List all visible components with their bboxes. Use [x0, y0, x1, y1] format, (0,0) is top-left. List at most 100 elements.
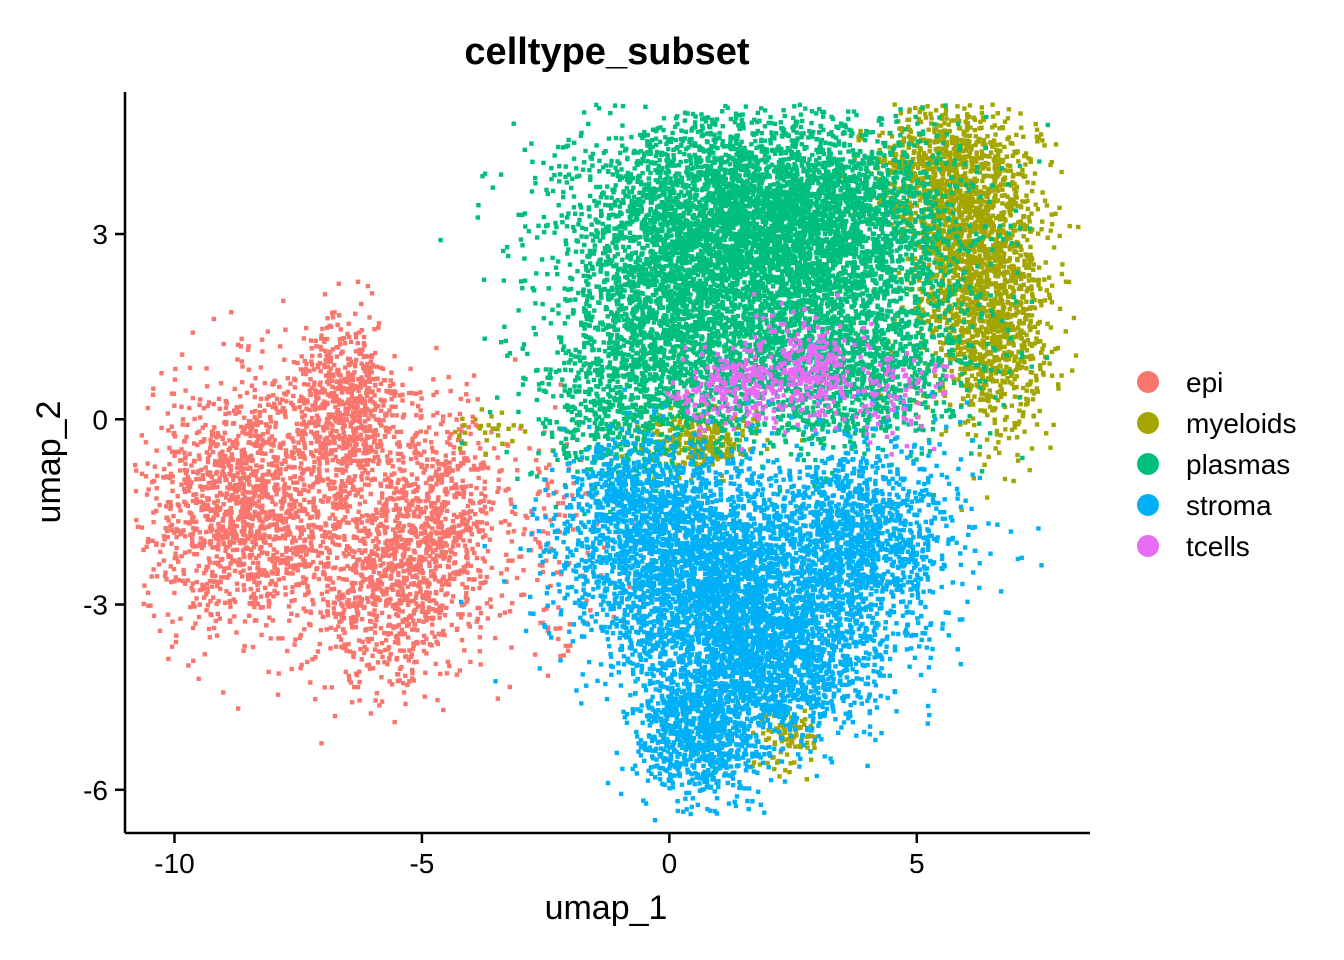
- point-epi: [433, 519, 438, 525]
- point-epi: [376, 585, 381, 591]
- point-myeloids: [992, 138, 997, 143]
- point-epi: [359, 494, 364, 499]
- point-epi: [213, 479, 219, 484]
- point-epi: [365, 470, 371, 476]
- point-epi: [402, 513, 407, 519]
- point-epi: [410, 646, 416, 652]
- point-epi: [367, 514, 372, 519]
- point-epi: [470, 420, 476, 425]
- point-epi: [359, 375, 364, 380]
- point-epi: [371, 414, 376, 419]
- point-epi: [325, 599, 330, 605]
- point-epi: [308, 540, 313, 546]
- point-epi: [317, 462, 322, 467]
- point-epi: [351, 568, 356, 573]
- point-epi: [271, 513, 276, 518]
- point-epi: [522, 527, 527, 532]
- point-epi: [474, 619, 479, 624]
- point-epi: [290, 563, 295, 569]
- point-epi: [379, 699, 385, 704]
- point-epi: [270, 463, 275, 468]
- point-epi: [409, 581, 414, 587]
- point-epi: [456, 523, 462, 528]
- point-epi: [431, 615, 436, 620]
- point-epi: [319, 333, 324, 338]
- point-epi: [450, 525, 455, 530]
- point-epi: [426, 425, 432, 430]
- point-epi: [450, 519, 456, 524]
- point-epi: [317, 458, 322, 463]
- point-epi: [319, 336, 324, 341]
- point-epi: [320, 446, 325, 451]
- point-epi: [234, 523, 239, 529]
- point-epi: [388, 651, 393, 657]
- point-epi: [466, 621, 471, 627]
- point-epi: [400, 552, 406, 558]
- point-myeloids: [988, 215, 993, 220]
- point-epi: [437, 536, 442, 541]
- point-epi: [349, 420, 355, 425]
- point-epi: [367, 315, 372, 320]
- point-epi: [465, 503, 471, 509]
- point-epi: [221, 502, 226, 507]
- point-epi: [417, 542, 422, 547]
- point-epi: [322, 494, 327, 499]
- point-epi: [167, 475, 172, 481]
- point-epi: [412, 550, 418, 555]
- point-myeloids: [1019, 125, 1024, 130]
- point-epi: [535, 577, 540, 583]
- point-epi: [246, 344, 251, 349]
- point-myeloids: [964, 199, 970, 204]
- point-epi: [164, 515, 169, 521]
- point-epi: [293, 538, 298, 543]
- point-epi: [281, 557, 286, 563]
- point-epi: [369, 612, 374, 617]
- point-epi: [266, 479, 271, 484]
- point-myeloids: [1008, 213, 1013, 218]
- point-epi: [241, 568, 246, 573]
- point-epi: [379, 423, 384, 428]
- point-epi: [395, 637, 401, 642]
- point-epi: [233, 411, 238, 416]
- point-epi: [393, 486, 399, 491]
- point-epi: [476, 475, 481, 481]
- point-epi: [255, 450, 261, 455]
- point-epi: [299, 531, 304, 536]
- point-epi: [397, 534, 403, 539]
- point-epi: [400, 398, 405, 403]
- point-epi: [366, 584, 371, 589]
- point-epi: [275, 571, 280, 576]
- point-epi: [159, 425, 164, 431]
- point-epi: [262, 408, 267, 413]
- point-epi: [249, 552, 255, 557]
- point-epi: [232, 489, 238, 494]
- point-myeloids: [999, 210, 1004, 216]
- point-epi: [314, 480, 319, 485]
- point-epi: [243, 461, 248, 466]
- point-epi: [172, 434, 178, 439]
- point-epi: [255, 487, 261, 493]
- point-epi: [339, 351, 344, 356]
- point-epi: [383, 413, 388, 418]
- point-epi: [257, 494, 262, 499]
- point-epi: [457, 530, 463, 535]
- point-epi: [258, 594, 264, 599]
- point-epi: [283, 414, 288, 420]
- point-epi: [290, 540, 295, 545]
- point-myeloids: [1053, 211, 1058, 217]
- point-epi: [326, 482, 331, 487]
- point-myeloids: [934, 327, 939, 333]
- point-epi: [357, 595, 362, 600]
- point-epi: [375, 660, 381, 665]
- point-epi: [311, 465, 317, 470]
- point-epi: [460, 518, 465, 523]
- point-epi: [207, 452, 212, 458]
- point-epi: [478, 507, 483, 513]
- point-epi: [332, 440, 337, 446]
- point-epi: [198, 439, 204, 445]
- point-epi: [180, 417, 186, 422]
- point-epi: [313, 402, 318, 407]
- point-epi: [354, 418, 360, 423]
- point-epi: [304, 552, 309, 557]
- point-epi: [210, 545, 215, 550]
